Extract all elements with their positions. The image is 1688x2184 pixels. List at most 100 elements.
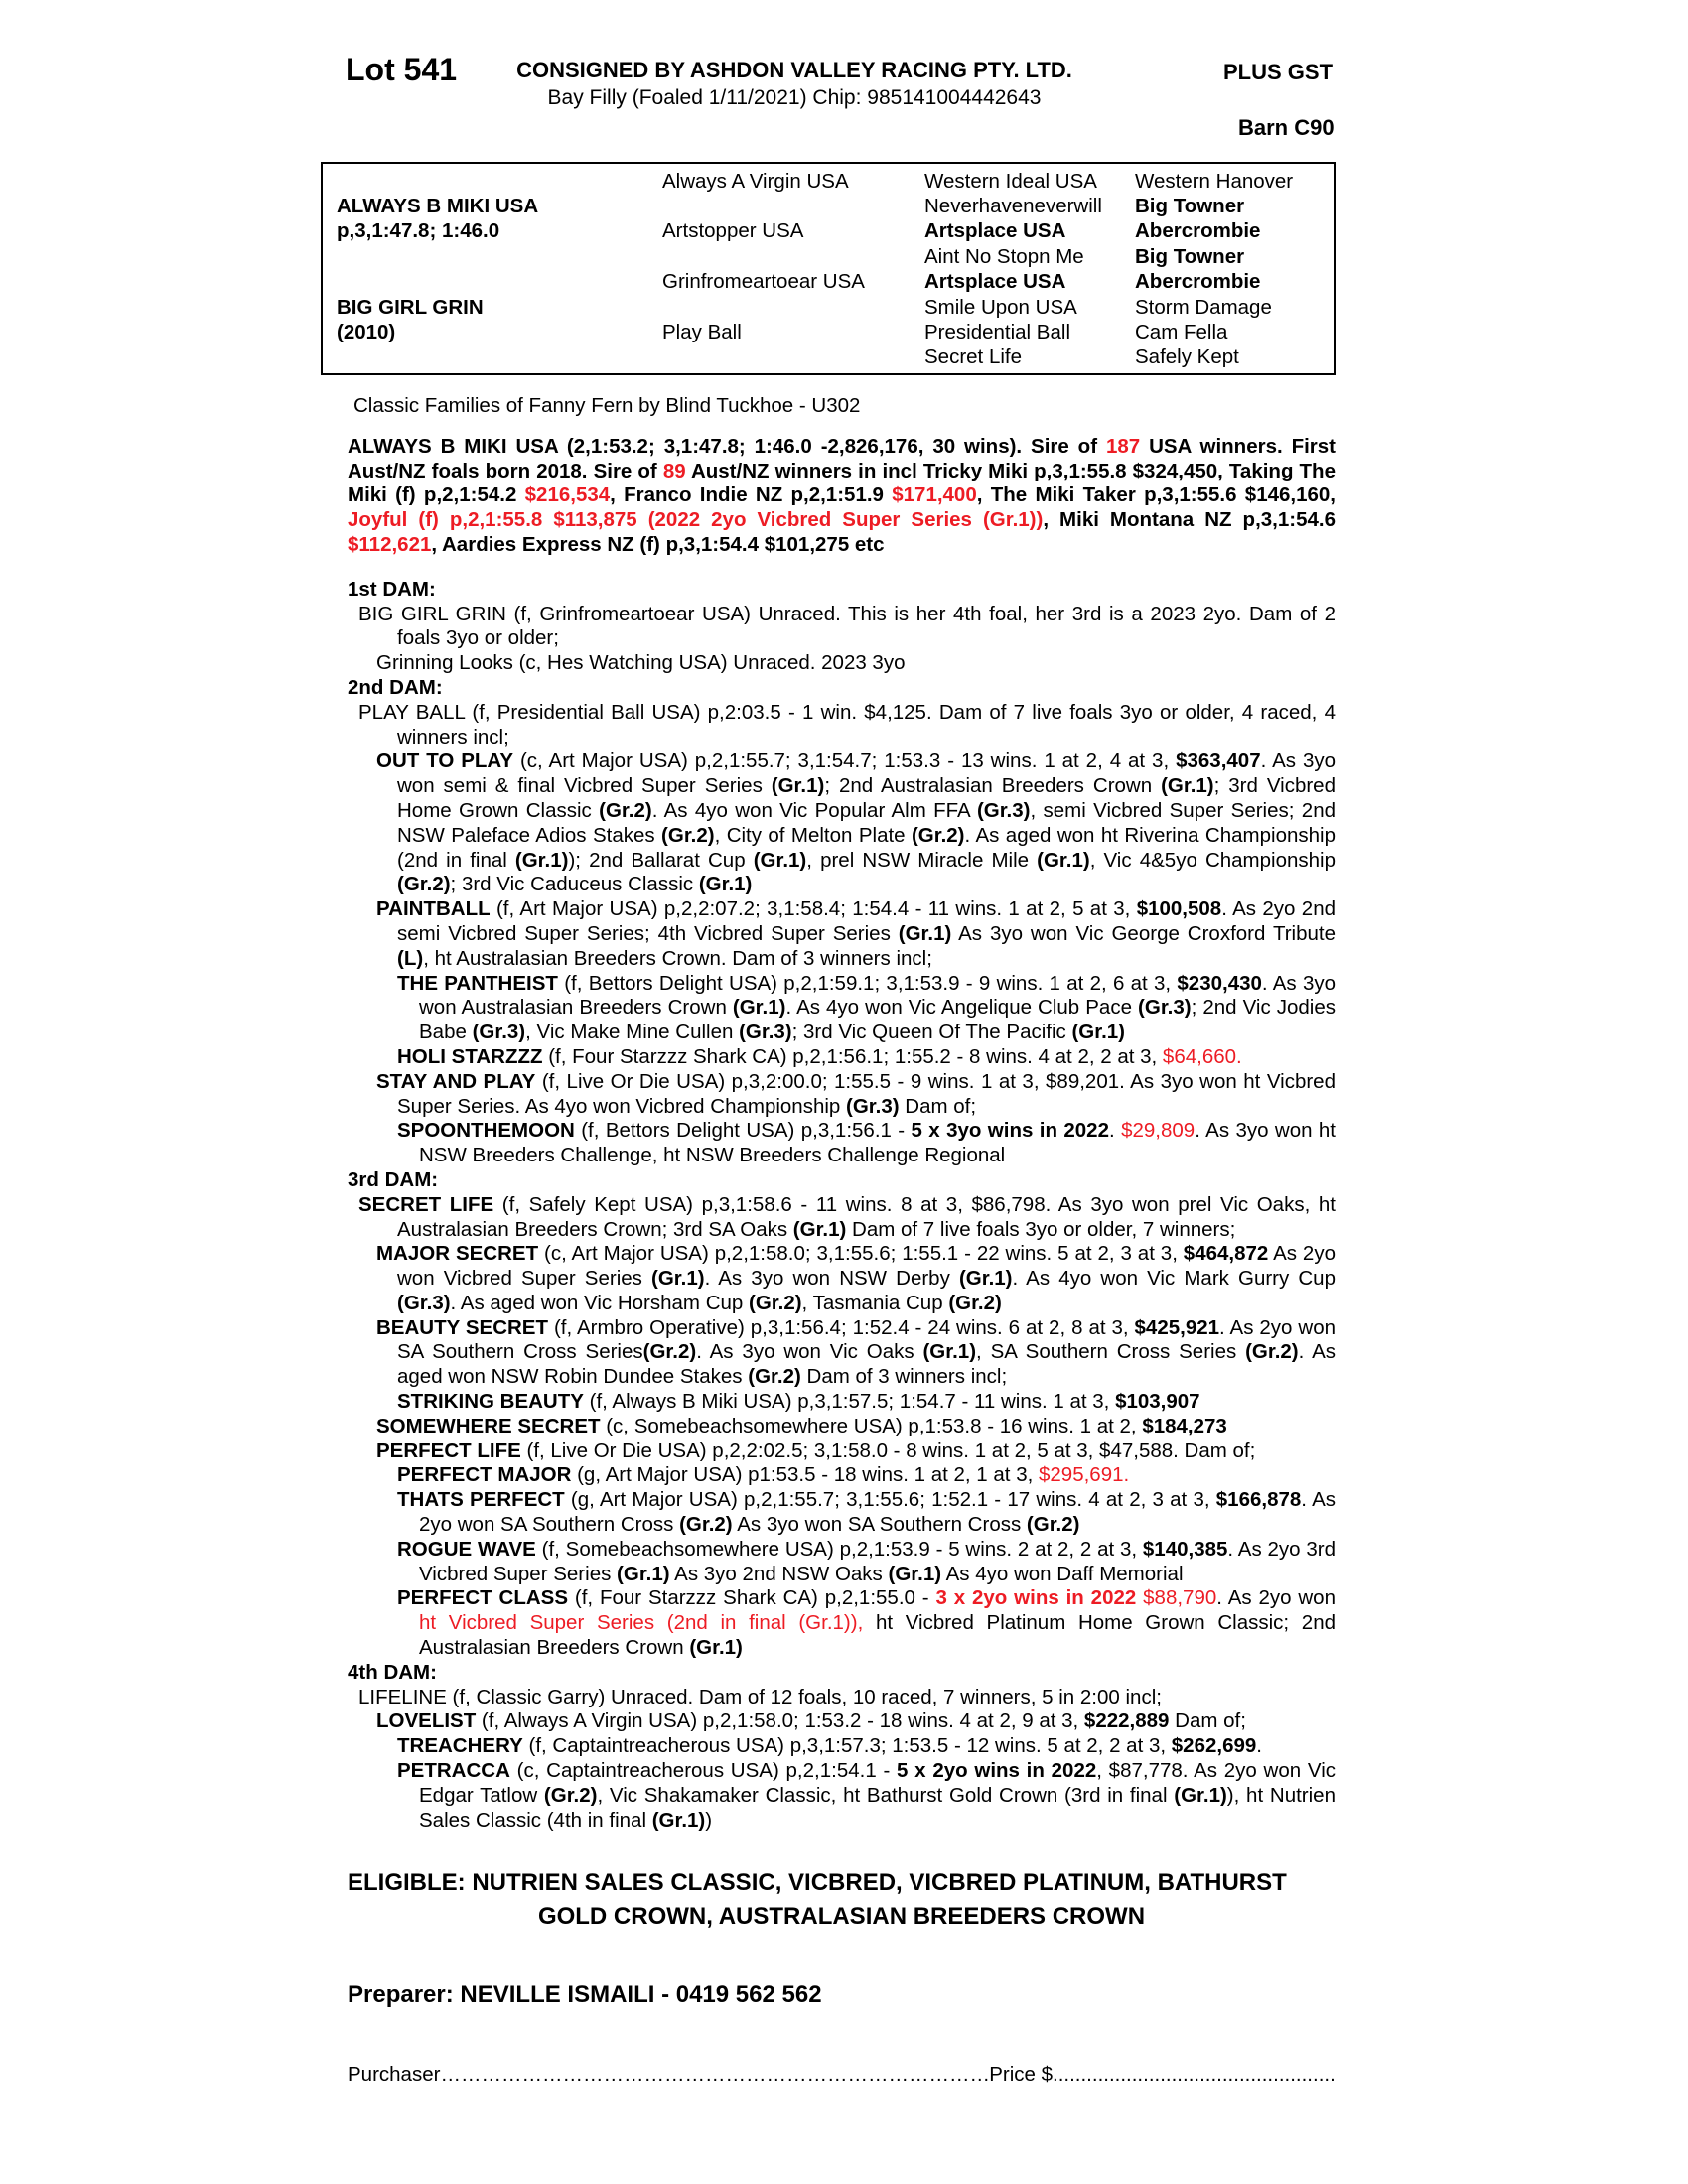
text-run: (Gr.1) [888,1562,942,1585]
text-run: . As 2yo won SA Southern Cross [419,1488,1336,1537]
text-run: Grinning Looks (c, Hes Watching USA) Unr… [376,651,906,675]
text-run: (Gr.2) [661,823,715,847]
pedigree-paragraph: THATS PERFECT (g, Art Major USA) p,2,1:5… [348,1488,1336,1538]
text-run: Joyful (f) p,2,1:55.8 $113,875 (2022 2yo… [348,508,1044,532]
text-run: , $87,778. As 2yo won Vic Edgar Tatlow [419,1759,1336,1807]
text-run: (Gr.3) [976,798,1031,822]
text-run: PETRACCA [397,1759,510,1783]
text-run: (Gr.1) [898,921,952,945]
text-run: (Gr.1) [1037,848,1090,872]
text-run: (Gr.1) [1174,1783,1227,1807]
text-run: As 3yo 2nd NSW Oaks [669,1562,889,1585]
consignor-block: CONSIGNED BY ASHDON VALLEY RACING PTY. L… [417,58,1172,110]
pedigree-cell: Grinfromeartoear USA [662,270,865,294]
text-run: As 2yo won Vicbred Super Series [397,1242,1336,1291]
dam-heading: 1st DAM: [348,577,436,601]
text-run: . As 3yo won semi & final Vicbred Super … [397,750,1336,798]
text-run: $171,400 [892,483,977,507]
text-run: (Gr.2) [911,823,965,847]
text-run: USA winners. First Aust/NZ foals born 20… [348,434,1336,482]
text-run: ; 2nd Vic Jodies Babe [419,996,1336,1044]
text-run: . As 4yo won Vic Angelique Club Pace [785,996,1139,1020]
text-run: (Gr.2) [642,1340,697,1364]
eligible-line1: ELIGIBLE: NUTRIEN SALES CLASSIC, VICBRED… [348,1869,1287,1897]
text-run: , semi Vicbred Super Series; 2nd NSW Pal… [397,798,1336,847]
text-run: (Gr.1) [753,848,807,872]
text-run: ; 3rd Vic Queen Of The Pacific [791,1021,1072,1044]
pedigree-cell: Western Ideal USA [924,169,1097,193]
text-run: Aust/NZ winners in incl Tricky Miki p,3,… [348,459,1336,507]
text-run: (Gr.1) [617,1562,670,1585]
pedigree-paragraph: ROGUE WAVE (f, Somebeachsomewhere USA) p… [348,1538,1336,1587]
text-run: (f, Armbro Operative) p,3,1:56.4; 1:52.4… [548,1315,1135,1339]
pedigree-cell: Artstopper USA [662,219,804,243]
pedigree-cell: Big Towner [1135,195,1245,218]
text-run: (Gr.3) [472,1021,526,1044]
pedigree-cell: Smile Upon USA [924,295,1077,319]
text-run: (f, Live Or Die USA) p,3,2:00.0; 1:55.5 … [397,1069,1336,1118]
text-run: SECRET LIFE [358,1192,494,1216]
text-run: PERFECT LIFE [376,1438,521,1462]
text-run: (Gr.3) [739,1021,792,1044]
purchaser-line: Purchaser…………………………………………………………………………………… [348,2063,1336,2088]
text-run: ) [705,1808,713,1832]
text-run: ht Vicbred Platinum Home Grown Classic; … [419,1611,1336,1660]
text-run: , ht Australasian Breeders Crown. Dam of… [423,946,932,970]
pedigree-cell: (2010) [337,321,396,344]
consignor-line: CONSIGNED BY ASHDON VALLEY RACING PTY. L… [516,58,1072,82]
text-run: ROGUE WAVE [397,1537,536,1561]
text-run: . [1256,1734,1262,1758]
pedigree-paragraph: MAJOR SECRET (c, Art Major USA) p,2,1:58… [348,1242,1336,1315]
text-run: (Gr.2) [543,1783,598,1807]
text-run: . As 2yo 3rd Vicbred Super Series [419,1537,1336,1585]
text-run: HOLI STARZZZ [397,1044,543,1068]
text-run: OUT TO PLAY [376,750,514,773]
pedigree-paragraph: LOVELIST (f, Always A Virgin USA) p,2,1:… [348,1709,1336,1734]
text-run: STAY AND PLAY [376,1069,536,1093]
text-run: ht Vicbred Super Series (2nd in final (G… [419,1611,864,1635]
pedigree-paragraph: SPOONTHEMOON (f, Bettors Delight USA) p,… [348,1119,1336,1168]
pedigree-table: ALWAYS B MIKI USA p,3,1:47.8; 1:46.0 BIG G… [321,162,1336,375]
text-run: , Vic 4&5yo Championship [1089,848,1336,872]
text-run: (Gr.3) [1138,996,1192,1020]
pedigree-paragraph: PERFECT MAJOR (g, Art Major USA) p1:53.5… [348,1463,1336,1488]
text-run: (Gr.2) [1245,1340,1299,1364]
text-run: (c, Somebeachsomewhere USA) p,1:53.8 - 1… [600,1414,1143,1437]
pedigree-paragraph: TREACHERY (f, Captaintreacherous USA) p,… [348,1734,1336,1759]
eligible-line2: GOLD CROWN, AUSTRALASIAN BREEDERS CROWN [537,1903,1146,1931]
text-run: . As 2yo 2nd semi Vicbred Super Series; … [397,897,1336,945]
pedigree-cell: Abercrombie [1135,270,1261,294]
sire-summary: ALWAYS B MIKI USA (2,1:53.2; 3,1:47.8; 1… [348,435,1336,558]
eligible-block: ELIGIBLE: NUTRIEN SALES CLASSIC, VICBRED… [348,1866,1336,1934]
text-run: $103,907 [1115,1390,1200,1414]
pedigree-paragraph: PETRACCA (c, Captaintreacherous USA) p,2… [348,1759,1336,1833]
text-run: . As 4yo won Vic Mark Gurry Cup [1012,1267,1336,1291]
pedigree-cell: Storm Damage [1135,295,1272,319]
text-run: , Tasmania Cup [801,1291,949,1314]
text-run: . As 4yo won Vic Popular Alm FFA [651,798,977,822]
horse-description: Bay Filly (Foaled 1/11/2021) Chip: 98514… [547,86,1042,109]
pedigree-cell: Play Ball [662,321,742,344]
pedigree-cell: Presidential Ball [924,321,1070,344]
pedigree-paragraph: PLAY BALL (f, Presidential Ball USA) p,2… [348,701,1336,751]
pedigree-paragraph: BIG GIRL GRIN (f, Grinfromeartoear USA) … [348,603,1336,652]
pedigree-cell: Western Hanover [1135,169,1294,193]
text-run: Dam of 3 winners incl; [800,1365,1008,1389]
text-run: $425,921 [1134,1315,1220,1339]
text-run: (c, Art Major USA) p,2,1:55.7; 3,1:54.7;… [513,750,1177,773]
text-run: (c, Captaintreacherous USA) p,2,1:54.1 - [509,1759,898,1783]
pedigree-cell: Artsplace USA [924,219,1066,243]
text-run: . As aged won NSW Robin Dundee Stakes [397,1340,1336,1389]
pedigree-cell: Cam Fella [1135,321,1228,344]
text-run: 187 [1105,434,1141,458]
text-run: 3 x 2yo wins in 2022 [935,1586,1137,1610]
text-run: (Gr.1) [698,873,753,896]
text-run: (Gr.2) [679,1513,733,1537]
pedigree-paragraph: STRIKING BEAUTY (f, Always B Miki USA) p… [348,1390,1336,1415]
dam-heading: 3rd DAM: [348,1167,439,1191]
text-run: $64,660. [1162,1044,1242,1068]
text-run: As 3yo won SA Southern Cross [732,1513,1027,1537]
family-line: Classic Families of Fanny Fern by Blind … [353,394,861,417]
text-run: . As aged won ht Riverina Championship (… [397,823,1336,872]
text-run: , Vic Shakamaker Classic, ht Bathurst Go… [597,1783,1175,1807]
